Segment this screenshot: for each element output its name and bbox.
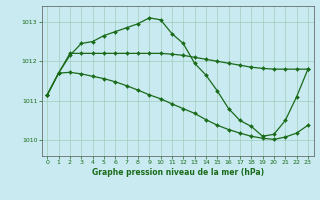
X-axis label: Graphe pression niveau de la mer (hPa): Graphe pression niveau de la mer (hPa): [92, 168, 264, 177]
